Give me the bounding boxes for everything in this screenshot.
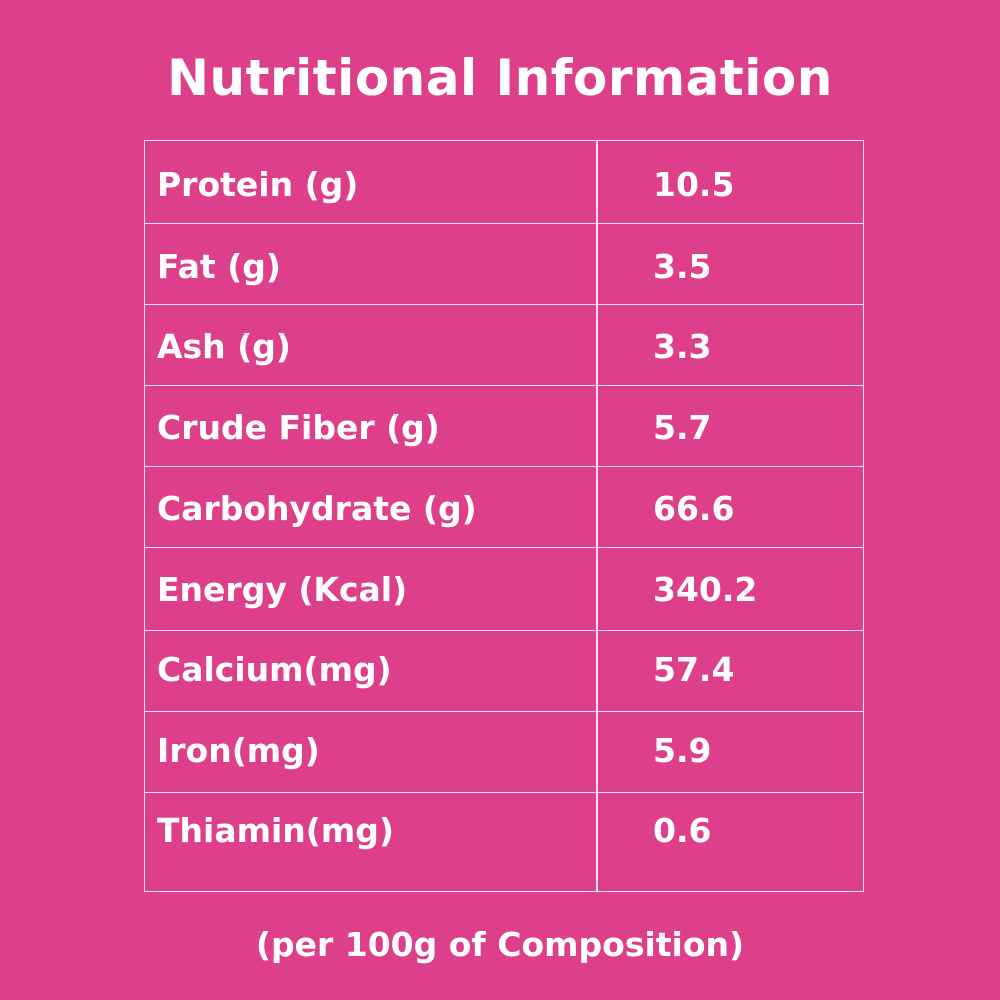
composition-footnote: (per 100g of Composition) — [255, 925, 745, 964]
nutrient-label: Calcium(mg) — [157, 650, 392, 689]
nutrient-value: 3.3 — [653, 327, 712, 366]
table-row: Ash (g) 3.3 — [145, 305, 863, 386]
table-row: Protein (g) 10.5 — [145, 141, 863, 224]
nutrient-label: Thiamin(mg) — [157, 811, 394, 850]
nutrient-label: Energy (Kcal) — [157, 570, 408, 609]
nutrient-label: Carbohydrate (g) — [157, 489, 477, 528]
table-row: Carbohydrate (g) 66.6 — [145, 467, 863, 548]
nutrient-value: 0.6 — [653, 811, 712, 850]
nutrient-value: 5.9 — [653, 731, 712, 770]
nutrient-label: Iron(mg) — [157, 731, 320, 770]
nutrient-value: 340.2 — [653, 570, 758, 609]
nutrient-label: Ash (g) — [157, 327, 291, 366]
page-title: Nutritional Information — [167, 49, 833, 107]
nutrient-value: 3.5 — [653, 247, 712, 286]
table-row: Iron(mg) 5.9 — [145, 712, 863, 793]
nutrition-table: Protein (g) 10.5 Fat (g) 3.5 Ash (g) 3.3… — [144, 140, 864, 892]
nutrient-value: 5.7 — [653, 408, 712, 447]
nutrient-value: 57.4 — [653, 650, 735, 689]
nutrient-label: Crude Fiber (g) — [157, 408, 440, 447]
nutrient-label: Protein (g) — [157, 165, 359, 204]
table-row: Fat (g) 3.5 — [145, 224, 863, 305]
table-row: Thiamin(mg) 0.6 — [145, 793, 863, 891]
table-row: Crude Fiber (g) 5.7 — [145, 386, 863, 467]
table-row: Calcium(mg) 57.4 — [145, 631, 863, 712]
column-divider — [596, 141, 598, 891]
nutrient-label: Fat (g) — [157, 247, 281, 286]
table-row: Energy (Kcal) 340.2 — [145, 548, 863, 631]
nutrient-value: 10.5 — [653, 165, 735, 204]
nutrient-value: 66.6 — [653, 489, 735, 528]
